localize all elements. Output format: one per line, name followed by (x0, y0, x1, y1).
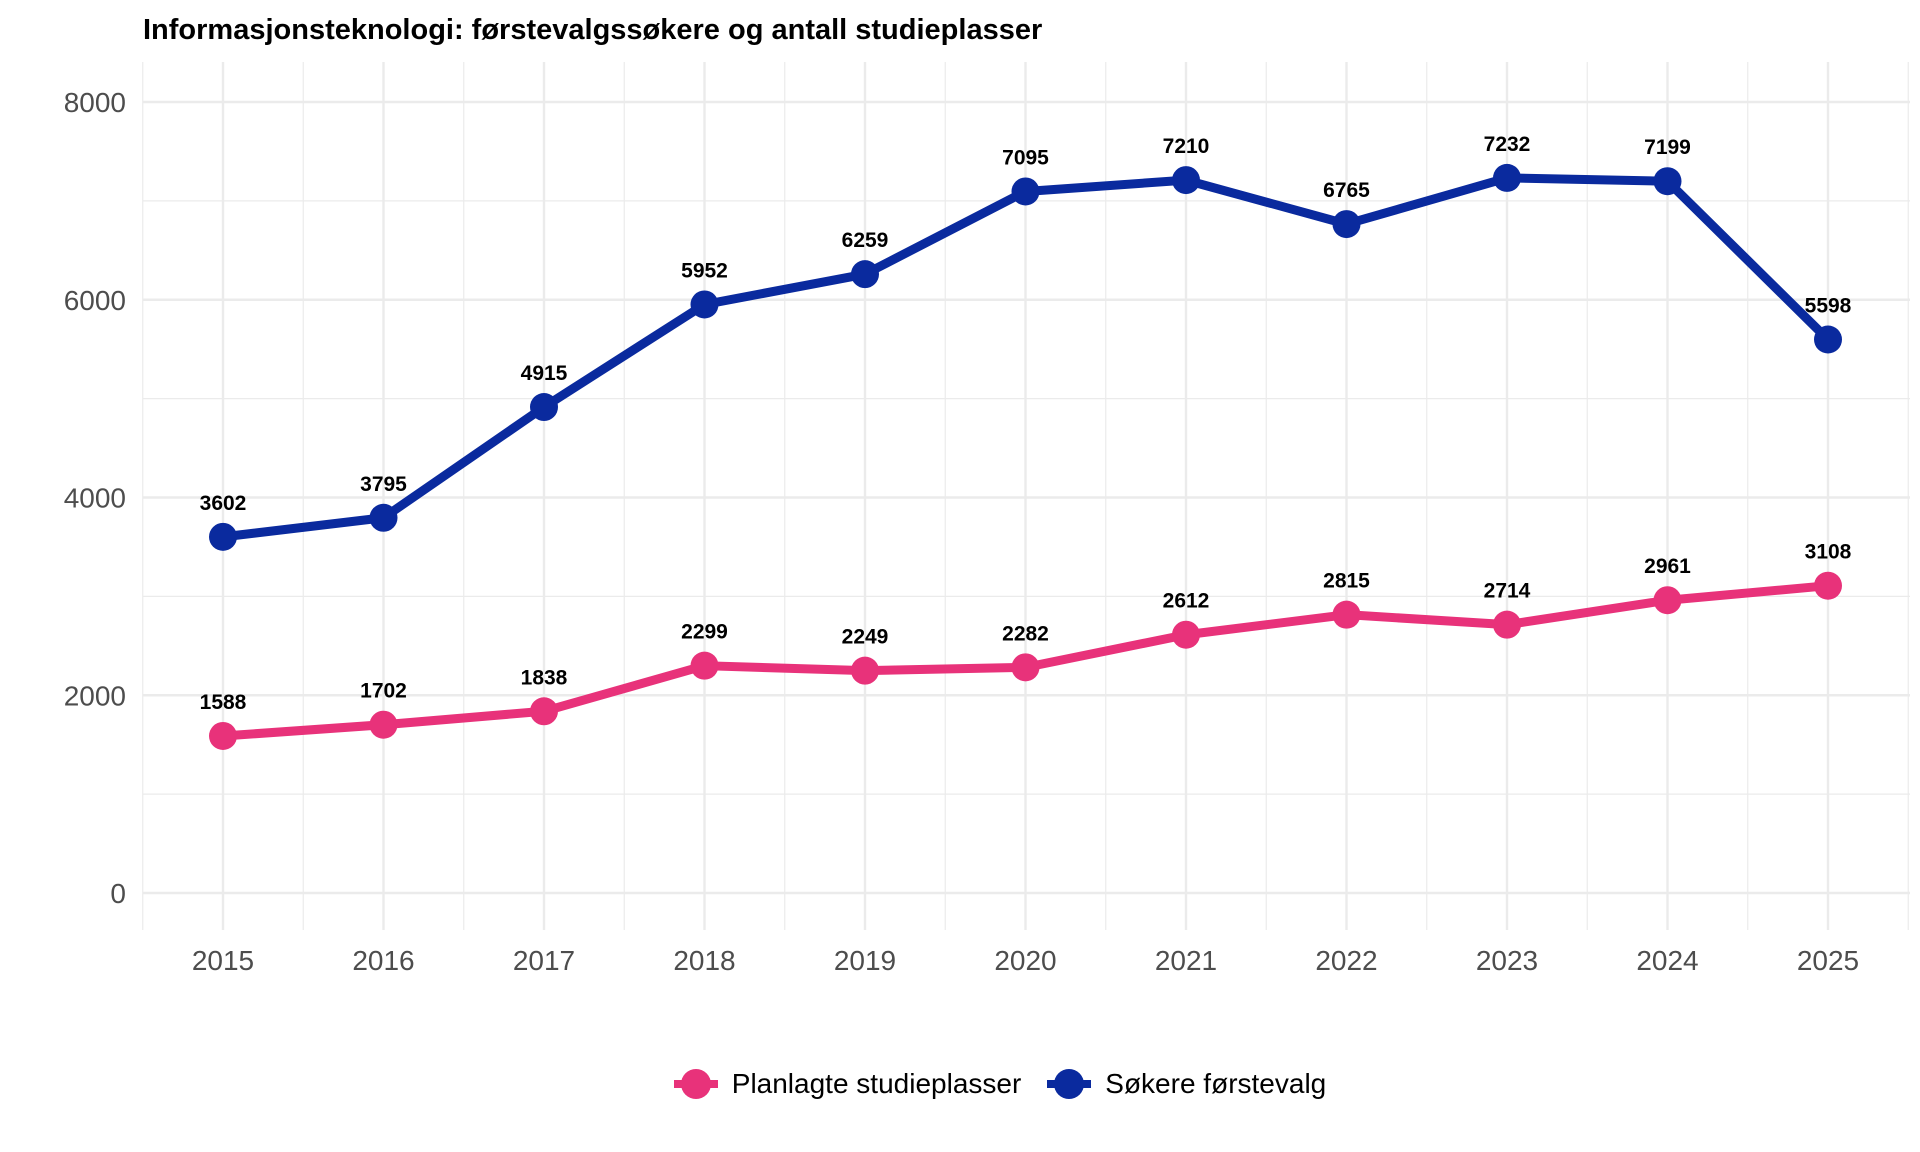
data-point (530, 393, 558, 422)
data-label: 6765 (1323, 179, 1370, 202)
legend-key (1047, 1069, 1092, 1099)
x-tick-label: 2015 (192, 945, 254, 976)
x-tick-label: 2020 (994, 945, 1056, 976)
data-point (851, 656, 879, 685)
data-label: 2282 (1002, 622, 1049, 645)
data-point (1814, 571, 1842, 600)
y-tick-label: 4000 (64, 483, 126, 514)
data-point (369, 503, 398, 532)
series-2 (209, 163, 1842, 551)
data-point (690, 290, 719, 319)
data-label: 2961 (1644, 555, 1691, 578)
data-label: 7232 (1484, 133, 1531, 156)
data-labels: 1588 1702 1838 2299 2249 2282 2612 2815 2714 2961… (200, 133, 1852, 714)
x-tick-label: 2017 (513, 945, 575, 976)
x-tick-label: 2018 (673, 945, 735, 976)
x-tick-label: 2025 (1797, 945, 1859, 976)
chart-title: Informasjonsteknologi: førstevalgssøkere… (143, 14, 1043, 46)
data-point (1011, 177, 1040, 206)
data-label: 3108 (1805, 541, 1852, 564)
y-tick-label: 2000 (64, 680, 126, 711)
axes: 0 2000 4000 6000 8000 2015 2016 2017 2018 2019 202… (64, 87, 1859, 976)
data-label: 2612 (1163, 590, 1210, 613)
legend-label: Planlagte studieplasser (731, 1068, 1022, 1099)
data-label: 5598 (1805, 294, 1852, 317)
data-label: 2714 (1484, 580, 1531, 603)
data-point (1011, 653, 1040, 682)
data-label: 1588 (200, 691, 247, 714)
data-point (1172, 166, 1200, 195)
data-label: 4915 (521, 362, 568, 385)
y-tick-label: 8000 (64, 87, 126, 118)
data-point (1332, 210, 1361, 239)
data-point (369, 710, 398, 739)
x-tick-label: 2019 (834, 945, 896, 976)
data-point (690, 651, 719, 680)
data-point (1653, 167, 1682, 196)
data-label: 2249 (842, 626, 889, 649)
data-label: 6259 (842, 229, 889, 252)
data-label: 7210 (1163, 135, 1210, 158)
data-label: 7095 (1002, 146, 1049, 169)
data-label: 1702 (360, 680, 407, 703)
legend-key (673, 1069, 718, 1099)
data-label: 3795 (360, 473, 407, 496)
data-label: 2815 (1323, 570, 1370, 593)
series (209, 163, 1842, 750)
series-1 (209, 571, 1842, 750)
x-tick-label: 2022 (1315, 945, 1377, 976)
data-point (209, 522, 237, 551)
x-tick-label: 2024 (1636, 945, 1698, 976)
data-point (1493, 610, 1521, 639)
x-tick-label: 2016 (352, 945, 414, 976)
x-tick-label: 2021 (1155, 945, 1217, 976)
data-point (1493, 163, 1521, 192)
data-point (1814, 325, 1842, 354)
data-point (1172, 620, 1200, 649)
data-label: 7199 (1644, 136, 1691, 159)
data-label: 5952 (681, 259, 728, 282)
legend-item: Søkere førstevalg (1047, 1068, 1326, 1100)
data-point (1653, 586, 1682, 615)
legend-label: Søkere førstevalg (1105, 1068, 1327, 1099)
data-label: 3602 (200, 492, 247, 515)
data-point (530, 697, 558, 726)
data-point (209, 721, 237, 750)
data-label: 1838 (521, 666, 568, 689)
y-tick-label: 6000 (64, 285, 126, 316)
data-point (851, 260, 879, 289)
data-point (1332, 600, 1361, 629)
x-tick-label: 2023 (1476, 945, 1538, 976)
legend: Planlagte studieplasser Søkere førstevalg (0, 1068, 1920, 1100)
grid (142, 62, 1910, 930)
data-label: 2299 (681, 621, 728, 644)
y-tick-label: 0 (110, 878, 126, 909)
legend-item: Planlagte studieplasser (673, 1068, 1022, 1100)
